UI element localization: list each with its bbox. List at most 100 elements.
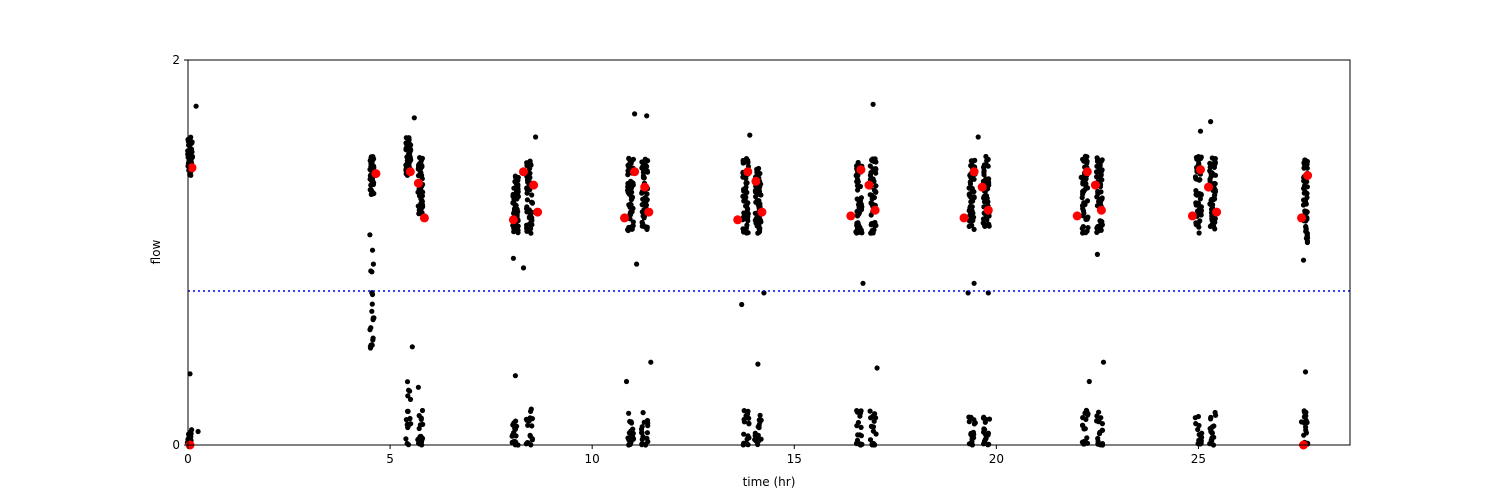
data-point — [873, 189, 879, 195]
data-point — [368, 342, 374, 348]
data-point — [529, 192, 535, 198]
data-point — [644, 224, 650, 230]
highlight-point — [1096, 205, 1106, 215]
data-point — [370, 335, 376, 341]
data-point — [644, 430, 651, 436]
data-point — [629, 179, 635, 185]
data-point — [513, 433, 519, 439]
data-point — [419, 198, 425, 204]
data-point — [741, 228, 747, 234]
highlight-point — [1082, 167, 1092, 177]
highlight-point — [977, 182, 987, 192]
data-point — [644, 417, 651, 424]
data-point — [868, 175, 874, 181]
outlier-point — [1300, 257, 1307, 263]
data-point — [1303, 424, 1309, 430]
data-point — [1080, 415, 1086, 421]
data-point — [740, 214, 747, 220]
highlight-point — [640, 182, 650, 192]
data-point — [983, 193, 990, 199]
data-point — [756, 229, 763, 235]
outlier-point — [971, 280, 977, 286]
data-point — [370, 165, 376, 171]
data-point — [1195, 426, 1201, 433]
data-point — [189, 153, 195, 160]
data-point — [626, 202, 632, 208]
highlight-point — [644, 207, 654, 217]
x-tick-label: 20 — [989, 452, 1004, 466]
data-point — [627, 212, 634, 218]
data-point — [1208, 174, 1214, 180]
data-point — [625, 172, 631, 178]
data-point — [756, 185, 762, 191]
data-point — [1209, 435, 1215, 441]
data-point — [370, 181, 376, 187]
data-point — [408, 421, 414, 427]
data-point — [1211, 180, 1217, 187]
data-point — [416, 193, 423, 199]
data-point — [966, 419, 972, 425]
data-point — [629, 189, 635, 195]
data-point — [971, 417, 977, 423]
data-point — [1081, 189, 1087, 195]
data-point — [407, 147, 413, 153]
data-point — [1094, 194, 1100, 200]
data-point — [640, 196, 646, 202]
data-point — [1094, 229, 1100, 235]
outlier-point — [1078, 174, 1084, 180]
data-point — [746, 415, 752, 421]
data-point — [415, 437, 421, 443]
highlight-point — [508, 215, 518, 225]
data-point — [741, 408, 747, 414]
data-point — [1209, 430, 1215, 436]
data-point — [854, 408, 860, 414]
data-point — [872, 411, 878, 417]
data-point — [1099, 195, 1105, 201]
data-point — [867, 408, 873, 414]
outlier-point — [193, 103, 199, 109]
outlier-point — [1208, 119, 1214, 125]
data-point — [515, 182, 521, 188]
data-point — [1193, 176, 1199, 182]
data-point — [1212, 160, 1218, 166]
highlight-point — [1196, 165, 1205, 175]
data-point — [741, 419, 748, 425]
data-point — [869, 221, 875, 227]
data-point — [511, 420, 517, 426]
data-point — [755, 424, 761, 430]
data-point — [873, 222, 879, 229]
highlight-point — [413, 178, 423, 188]
data-point — [982, 437, 988, 443]
highlight-point — [983, 205, 993, 215]
outlier-point — [634, 261, 640, 267]
data-point — [640, 410, 646, 416]
data-point — [855, 419, 862, 426]
outlier-point — [1197, 128, 1204, 134]
data-point — [1192, 415, 1198, 421]
outlier-point — [632, 111, 638, 117]
data-point — [528, 161, 534, 167]
highlight-point — [846, 211, 856, 221]
data-point — [368, 159, 374, 165]
data-point — [1079, 225, 1085, 232]
data-point — [966, 441, 973, 447]
data-point — [1212, 156, 1218, 162]
data-point — [644, 168, 650, 174]
data-point — [1212, 192, 1218, 198]
data-point — [630, 436, 637, 442]
data-point — [407, 415, 413, 422]
data-point — [1197, 196, 1203, 202]
outlier-point — [623, 378, 630, 385]
outlier-point — [1302, 369, 1309, 375]
highlight-point — [751, 176, 761, 186]
data-point — [1303, 228, 1309, 234]
data-point — [855, 432, 861, 438]
highlight-point — [743, 167, 753, 177]
data-point — [1209, 216, 1215, 222]
highlight-point — [1072, 211, 1082, 221]
data-point — [742, 186, 749, 192]
outlier-point — [371, 315, 377, 321]
data-point — [1303, 223, 1309, 230]
data-point — [529, 200, 536, 206]
data-point — [757, 412, 763, 418]
